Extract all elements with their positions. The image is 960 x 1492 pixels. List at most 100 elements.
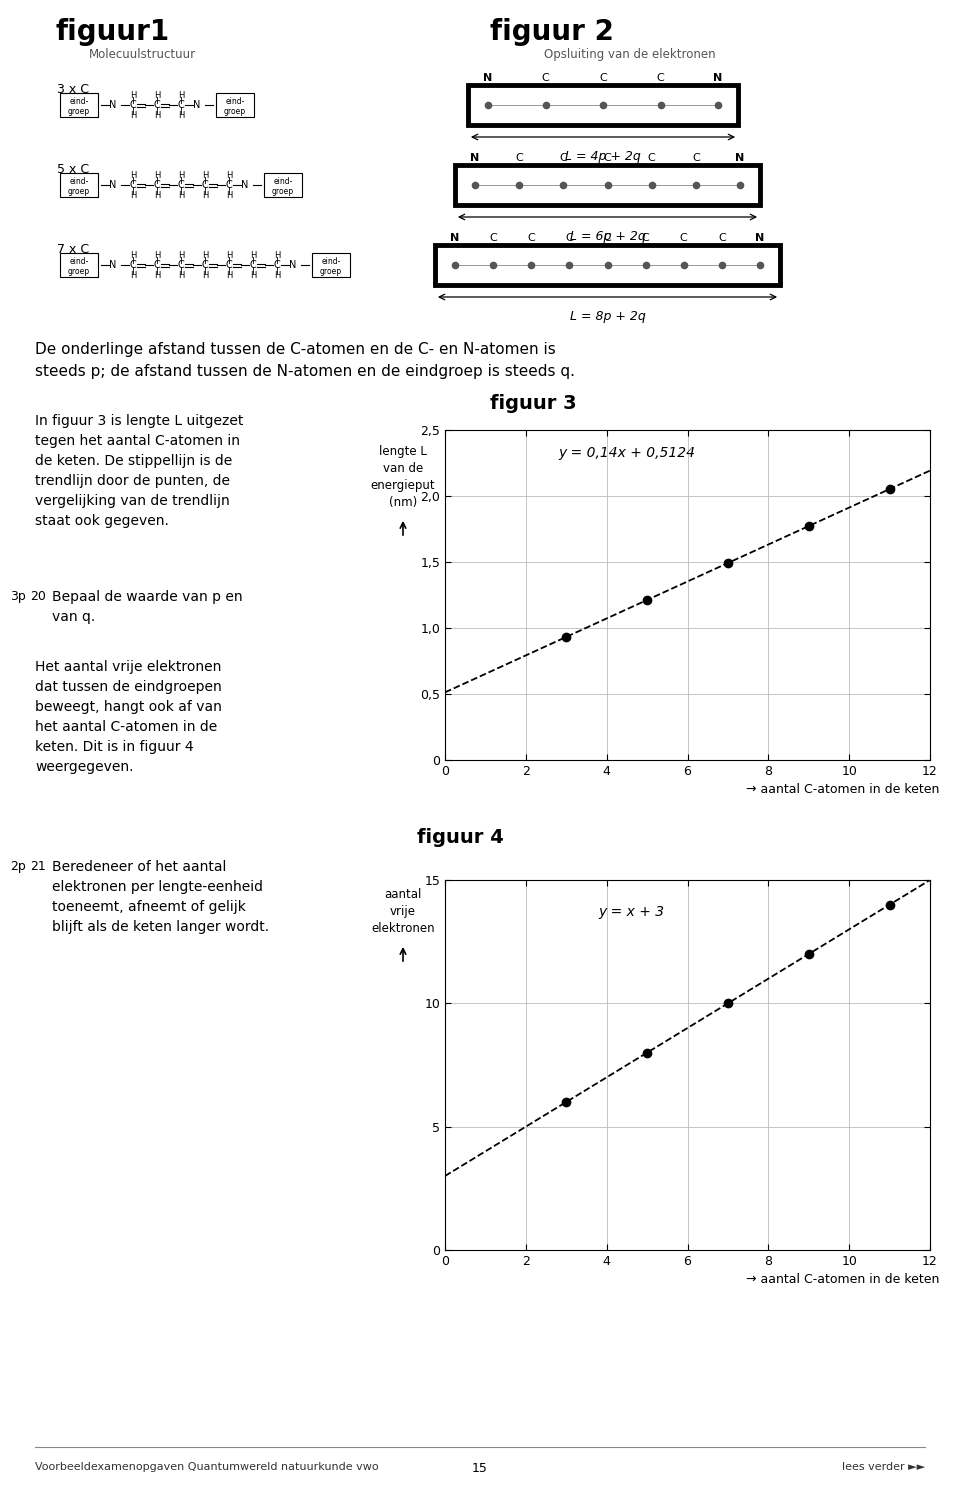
Text: C: C (154, 181, 160, 189)
Text: figuur 2: figuur 2 (490, 18, 613, 46)
Text: 3 x C: 3 x C (57, 84, 89, 95)
Text: H: H (130, 251, 136, 260)
Text: C: C (154, 260, 160, 270)
Text: H: H (178, 91, 184, 100)
Text: H: H (274, 251, 280, 260)
Text: groep: groep (68, 106, 90, 115)
Text: figuur 3: figuur 3 (490, 394, 577, 413)
Text: C: C (178, 100, 184, 110)
Text: C: C (226, 181, 232, 189)
Text: Bepaal de waarde van p en
van q.: Bepaal de waarde van p en van q. (52, 589, 243, 624)
Text: figuur 4: figuur 4 (417, 828, 503, 847)
Text: C: C (599, 73, 607, 84)
Text: eind-: eind- (274, 178, 293, 186)
Text: C: C (692, 154, 700, 163)
Text: C: C (680, 233, 687, 243)
Text: H: H (154, 270, 160, 279)
Text: groep: groep (224, 106, 246, 115)
Text: L = 6p + 2q: L = 6p + 2q (569, 230, 645, 243)
Text: C: C (604, 154, 612, 163)
Text: 7 x C: 7 x C (57, 243, 89, 257)
Text: Molecuulstructuur: Molecuulstructuur (88, 48, 196, 61)
Bar (60, 254, 98, 278)
Text: C: C (226, 260, 232, 270)
Text: H: H (250, 270, 256, 279)
Text: H: H (130, 170, 136, 179)
Text: N: N (484, 73, 492, 84)
Text: energieput: energieput (371, 479, 435, 492)
Text: C: C (527, 233, 535, 243)
Text: De onderlinge afstand tussen de C-atomen en de C- en N-atomen is: De onderlinge afstand tussen de C-atomen… (35, 342, 556, 357)
Text: L = 8p + 2q: L = 8p + 2q (569, 310, 645, 322)
Text: 15: 15 (472, 1462, 488, 1476)
Text: H: H (226, 251, 232, 260)
Text: C: C (560, 154, 567, 163)
Text: C: C (130, 181, 136, 189)
Text: Beredeneer of het aantal
elektronen per lengte-eenheid
toeneemt, afneemt of geli: Beredeneer of het aantal elektronen per … (52, 859, 269, 934)
Text: N: N (735, 154, 745, 163)
Text: H: H (154, 191, 160, 200)
Text: 3p: 3p (10, 589, 26, 603)
Text: N: N (109, 181, 117, 189)
Bar (468, 85, 738, 125)
Bar (312, 254, 350, 278)
Text: H: H (178, 170, 184, 179)
X-axis label: → aantal C-atomen in de keten: → aantal C-atomen in de keten (746, 783, 940, 797)
Text: In figuur 3 is lengte L uitgezet
tegen het aantal C-atomen in
de keten. De stipp: In figuur 3 is lengte L uitgezet tegen h… (35, 413, 244, 528)
Text: N: N (470, 154, 480, 163)
Text: 2p: 2p (10, 859, 26, 873)
Text: C: C (250, 260, 256, 270)
Text: C: C (274, 260, 280, 270)
Text: Opsluiting van de elektronen: Opsluiting van de elektronen (544, 48, 716, 61)
Bar (60, 93, 98, 116)
Text: eind-: eind- (69, 97, 88, 106)
Text: figuur1: figuur1 (55, 18, 169, 46)
Text: C: C (130, 100, 136, 110)
Text: H: H (202, 270, 208, 279)
Text: aantal: aantal (384, 888, 421, 901)
Text: N: N (450, 233, 460, 243)
Text: C: C (202, 181, 208, 189)
Text: H: H (250, 251, 256, 260)
Text: vrije: vrije (390, 906, 416, 918)
Text: C: C (541, 73, 549, 84)
Text: H: H (130, 270, 136, 279)
Text: groep: groep (68, 186, 90, 195)
Text: (nm): (nm) (389, 495, 418, 509)
Text: H: H (202, 191, 208, 200)
Text: H: H (130, 191, 136, 200)
Text: C: C (178, 181, 184, 189)
Text: N: N (713, 73, 723, 84)
Text: lengte L: lengte L (379, 445, 427, 458)
Text: N: N (109, 260, 117, 270)
Bar (216, 93, 254, 116)
Text: H: H (130, 110, 136, 119)
Text: H: H (178, 251, 184, 260)
Text: eind-: eind- (226, 97, 245, 106)
Text: H: H (154, 110, 160, 119)
Text: N: N (193, 100, 201, 110)
Text: H: H (178, 270, 184, 279)
Text: H: H (274, 270, 280, 279)
Text: H: H (178, 110, 184, 119)
Text: N: N (289, 260, 297, 270)
Bar (435, 245, 780, 285)
Text: C: C (657, 73, 664, 84)
Bar (455, 166, 760, 204)
Text: elektronen: elektronen (372, 922, 435, 935)
Text: N: N (241, 181, 249, 189)
Text: Voorbeeldexamenopgaven Quantumwereld natuurkunde vwo: Voorbeeldexamenopgaven Quantumwereld nat… (35, 1462, 378, 1473)
Text: Het aantal vrije elektronen
dat tussen de eindgroepen
beweegt, hangt ook af van
: Het aantal vrije elektronen dat tussen d… (35, 659, 222, 774)
Text: N: N (756, 233, 764, 243)
Text: C: C (648, 154, 656, 163)
Text: groep: groep (68, 267, 90, 276)
Text: H: H (202, 170, 208, 179)
Text: C: C (516, 154, 523, 163)
Text: L = 4p + 2q: L = 4p + 2q (565, 151, 641, 163)
Text: eind-: eind- (69, 258, 88, 267)
Text: y = x + 3: y = x + 3 (599, 904, 664, 919)
Text: H: H (178, 191, 184, 200)
Text: H: H (226, 191, 232, 200)
Text: steeds p; de afstand tussen de N-atomen en de eindgroep is steeds q.: steeds p; de afstand tussen de N-atomen … (35, 364, 575, 379)
Text: 20: 20 (30, 589, 46, 603)
